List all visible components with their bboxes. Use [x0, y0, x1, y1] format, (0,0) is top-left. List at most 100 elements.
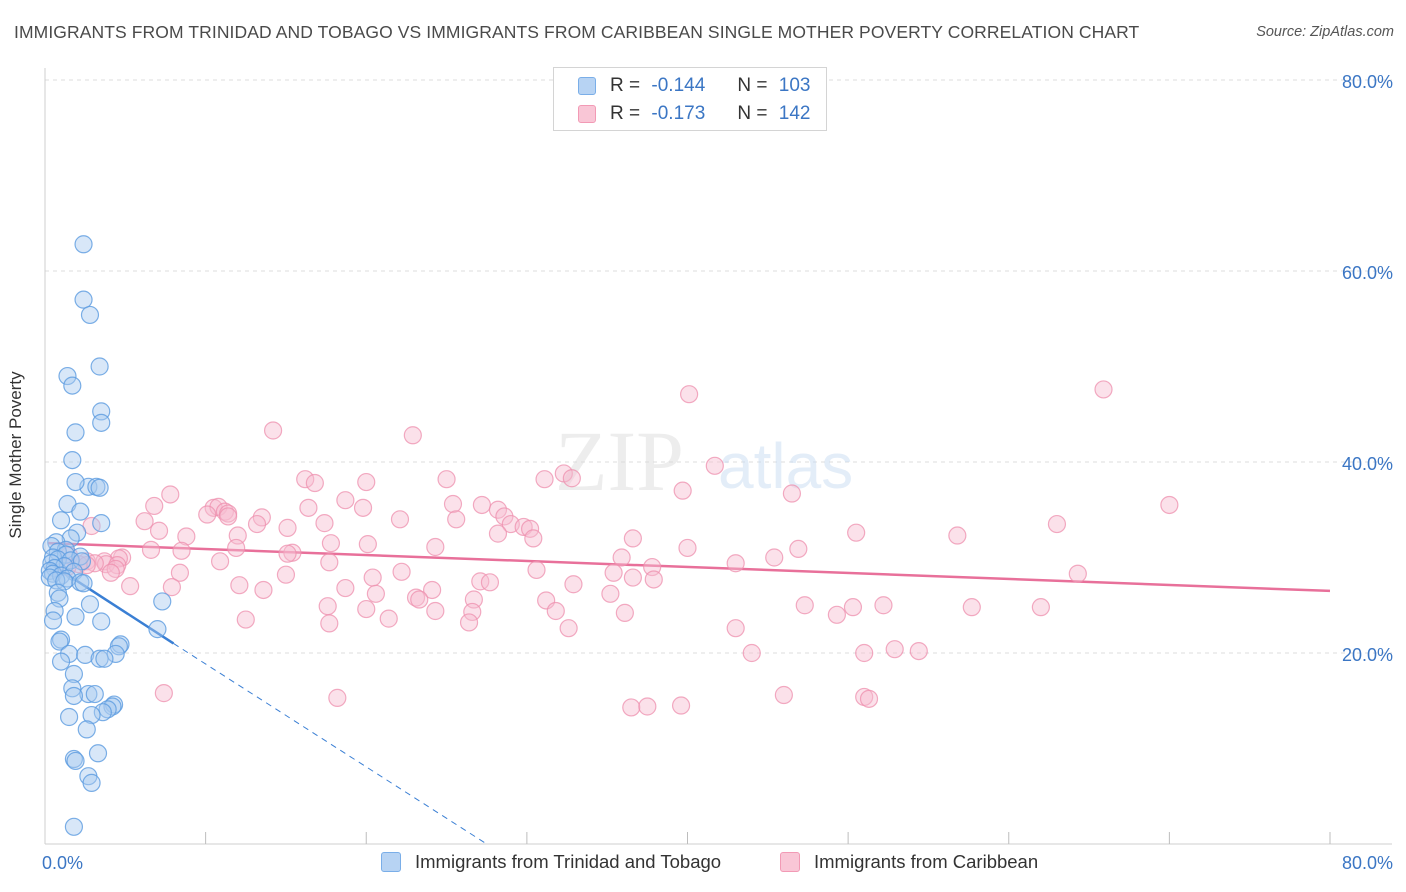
caribbean-point — [623, 568, 642, 587]
trinidad-point — [93, 703, 112, 722]
caribbean-point — [423, 580, 442, 600]
gridlines — [45, 79, 1392, 654]
caribbean-point — [1160, 495, 1179, 515]
caribbean-point — [357, 472, 376, 492]
tick-labels: 20.0% 40.0% 60.0% 80.0% 0.0% 80.0% — [42, 72, 1393, 873]
caribbean-point — [336, 491, 355, 510]
trinidad-point — [95, 649, 114, 668]
trinidad-point — [76, 645, 95, 665]
trinidad-point — [74, 574, 93, 593]
caribbean-point — [210, 552, 230, 571]
caribbean-point — [403, 426, 422, 445]
legend-swatch-pink — [578, 105, 596, 123]
caribbean-point — [1094, 380, 1113, 399]
caribbean-point — [321, 534, 341, 553]
caribbean-point — [673, 481, 692, 500]
correlation-legend: R = -0.144 N = 103 R = -0.173 N = 142 — [553, 67, 827, 131]
caribbean-point — [276, 565, 296, 584]
trinidad-point — [40, 561, 59, 580]
caribbean-point — [623, 529, 642, 548]
legend-swatch-blue — [381, 852, 401, 872]
caribbean-point — [495, 507, 514, 526]
caribbean-point — [426, 537, 445, 557]
caribbean-point — [320, 553, 339, 572]
caribbean-point — [318, 597, 337, 616]
caribbean-point — [948, 526, 967, 545]
trinidad-point — [90, 649, 109, 668]
trinidad-point — [71, 502, 90, 521]
trinidad-point — [85, 684, 104, 704]
caribbean-point — [855, 643, 874, 663]
caribbean-point — [909, 641, 928, 661]
caribbean-point — [315, 514, 334, 533]
trinidad-point — [43, 611, 63, 630]
caribbean-point — [170, 563, 190, 582]
legend-swatch-blue — [578, 77, 596, 95]
trinidad-point — [45, 601, 64, 621]
trinidad-point — [103, 697, 122, 716]
trinidad-point — [74, 235, 93, 254]
caribbean-point — [615, 603, 634, 622]
y-axis-label: Single Mother Poverty — [6, 371, 25, 539]
caribbean-point — [827, 605, 846, 624]
source-credit: Source: ZipAtlas.com — [1256, 24, 1394, 40]
watermark-zip: ZIP — [555, 413, 684, 509]
caribbean-point — [406, 588, 426, 607]
caribbean-point — [172, 541, 191, 560]
caribbean-point — [426, 601, 445, 621]
caribbean-point — [390, 510, 410, 529]
caribbean-point — [680, 385, 699, 404]
caribbean-point — [278, 544, 297, 563]
caribbean-point — [236, 610, 255, 629]
trinidad-point — [80, 595, 100, 614]
caribbean-point — [135, 512, 154, 531]
caribbean-point — [463, 602, 482, 622]
caribbean-point — [789, 539, 808, 559]
trinidad-trend-extension — [173, 643, 487, 845]
trinidad-point — [98, 700, 117, 719]
y-tick-label: 80.0% — [1342, 72, 1393, 92]
caribbean-point — [227, 538, 246, 558]
caribbean-point — [145, 496, 164, 516]
caribbean-point — [379, 609, 398, 628]
caribbean-point — [1031, 598, 1050, 617]
caribbean-point — [1068, 564, 1087, 583]
caribbean-point — [299, 498, 318, 517]
caribbean-point — [774, 685, 793, 705]
caribbean-point — [459, 613, 479, 632]
caribbean-point — [726, 619, 745, 638]
r-label: R = — [610, 103, 641, 124]
caribbean-point — [622, 698, 641, 717]
trinidad-point — [63, 679, 82, 698]
trinidad-point — [55, 572, 74, 591]
caribbean-point — [357, 599, 376, 619]
caribbean-point — [230, 576, 249, 595]
caribbean-point — [410, 590, 429, 609]
y-tick-label: 20.0% — [1342, 645, 1393, 665]
n-label: N = — [737, 75, 768, 96]
caribbean-point — [358, 535, 377, 554]
caribbean-point — [101, 563, 120, 582]
trinidad-point — [92, 514, 111, 533]
caribbean-point — [121, 577, 140, 596]
trinidad-point — [61, 529, 80, 548]
trinidad-point — [66, 472, 85, 492]
trinidad-point — [148, 620, 167, 639]
trinidad-point — [63, 376, 82, 395]
trinidad-point — [64, 686, 84, 706]
caribbean-point — [559, 619, 578, 638]
legend-row-caribbean: R = -0.173 N = 142 — [578, 101, 810, 127]
n-value-trinidad: 103 — [778, 75, 811, 96]
trinidad-point — [79, 684, 98, 704]
trinidad-point — [66, 607, 85, 626]
caribbean-point — [527, 560, 546, 580]
caribbean-point — [353, 498, 373, 517]
caribbean-point — [363, 568, 382, 587]
caribbean-point — [562, 469, 581, 488]
caribbean-point — [644, 570, 663, 589]
trinidad-point — [88, 744, 108, 763]
caribbean-point — [843, 598, 863, 617]
legend-swatch-pink — [780, 852, 800, 872]
caribbean-point — [601, 584, 620, 603]
trinidad-point — [66, 423, 85, 442]
